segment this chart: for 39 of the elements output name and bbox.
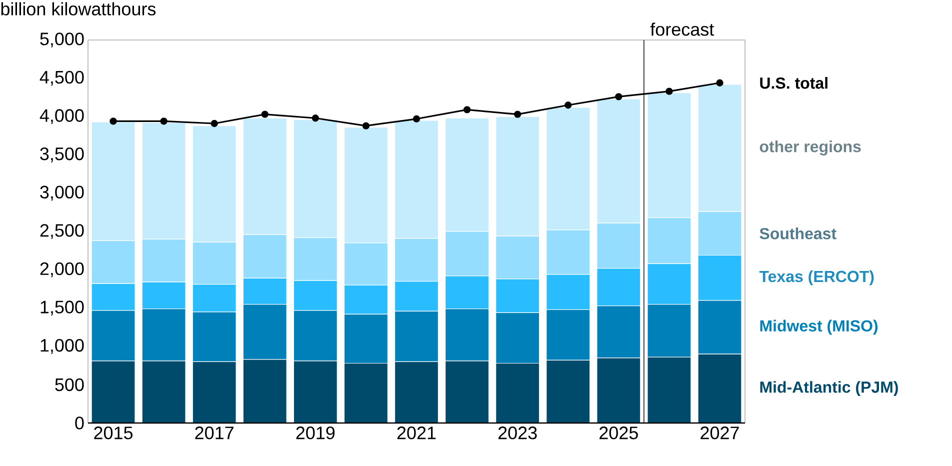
y-tick-label: 4,500 bbox=[40, 70, 84, 86]
x-tick-label: 2019 bbox=[296, 426, 335, 440]
x-tick-label: 2015 bbox=[94, 426, 133, 440]
text: U.S. total bbox=[760, 77, 828, 89]
point bbox=[615, 93, 622, 100]
point bbox=[261, 110, 268, 118]
y-tick-label: 2,500 bbox=[40, 224, 84, 239]
y-tick-label: 2,000 bbox=[40, 262, 84, 278]
x-tick-label: 2023 bbox=[498, 426, 537, 440]
y-tick-label: 4,000 bbox=[40, 109, 84, 124]
point bbox=[160, 118, 168, 125]
x-tick-label: 2017 bbox=[195, 426, 234, 440]
y-tick-label: 500 bbox=[55, 378, 84, 392]
point bbox=[110, 118, 117, 125]
point bbox=[564, 102, 572, 109]
x-tick-label: 2021 bbox=[397, 426, 436, 440]
point bbox=[514, 110, 522, 118]
y-tick-label: 1,000 bbox=[40, 338, 84, 354]
y-tick-label: 1,500 bbox=[40, 300, 84, 316]
series-label: Mid-Atlantic (PJM) bbox=[760, 381, 898, 396]
ref-line-label: forecast bbox=[650, 22, 714, 36]
x-tick-label: 2025 bbox=[600, 426, 638, 440]
series-label: other regions bbox=[760, 140, 861, 156]
series-label: Midwest (MISO) bbox=[760, 320, 878, 335]
y-tick-label: 5,000 bbox=[40, 32, 84, 48]
point bbox=[666, 88, 673, 95]
y-tick-label: 0 bbox=[75, 416, 84, 430]
x-tick-label: 2027 bbox=[700, 426, 739, 440]
series-label: Southeast bbox=[760, 228, 836, 240]
series-label: Texas (ERCOT) bbox=[759, 270, 874, 286]
y-tick-label: 3,500 bbox=[40, 147, 84, 162]
point bbox=[362, 122, 370, 130]
point bbox=[716, 79, 724, 86]
point bbox=[412, 115, 420, 122]
point bbox=[312, 114, 320, 122]
y-axis-title: billion kilowatthours bbox=[1, 2, 156, 16]
point bbox=[463, 106, 471, 114]
point bbox=[210, 120, 218, 128]
y-tick-label: 3,000 bbox=[40, 186, 84, 201]
